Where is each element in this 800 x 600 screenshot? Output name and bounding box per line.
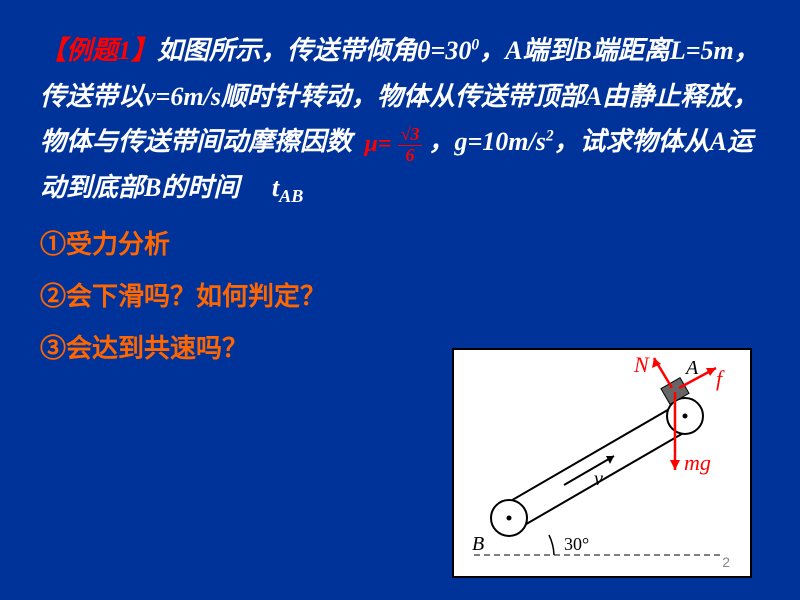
point-A: A bbox=[585, 82, 602, 111]
svg-text:N: N bbox=[633, 352, 650, 377]
question-2: ②会下滑吗？如何判定？ bbox=[40, 271, 760, 323]
text-9: 的时间 bbox=[161, 173, 239, 202]
velocity-v: v=6m/s bbox=[144, 82, 221, 111]
text-7: ，试求物体从 bbox=[554, 127, 710, 156]
svg-text:mg: mg bbox=[684, 450, 711, 475]
diagram-svg: 30° v N f mg A B bbox=[454, 350, 750, 576]
angle-arc bbox=[549, 535, 554, 555]
problem-text: 【例题1】如图所示，传送带倾角θ=300，A端到B端距离L=5m，传送带以v=6… bbox=[0, 0, 800, 213]
label-A: A bbox=[684, 357, 699, 379]
theta: θ=300 bbox=[417, 36, 479, 65]
v-arrow: v bbox=[564, 456, 614, 490]
point-A2: A bbox=[710, 127, 727, 156]
svg-text:v: v bbox=[594, 468, 603, 490]
text-6: ， bbox=[428, 127, 454, 156]
time-t: tAB bbox=[272, 173, 304, 202]
text-2: ，A端到B端距离 bbox=[479, 36, 670, 65]
angle-label: 30° bbox=[564, 534, 589, 554]
svg-text:f: f bbox=[716, 366, 725, 391]
label-B: B bbox=[472, 533, 484, 555]
gravity-g: g=10m/s2 bbox=[454, 127, 553, 156]
question-1: ①受力分析 bbox=[40, 219, 760, 271]
point-B: B bbox=[144, 173, 161, 202]
text-4: 顺时针转动，物体从传送带顶部 bbox=[221, 82, 585, 111]
mu-fraction: μ=√36 bbox=[365, 123, 423, 166]
conveyor-diagram: 30° v N f mg A B bbox=[452, 348, 752, 578]
page-number: 2 bbox=[722, 554, 730, 570]
problem-label: 【例题1】 bbox=[40, 36, 157, 65]
length-L: L=5m bbox=[670, 36, 734, 65]
text-1: 如图所示，传送带倾角 bbox=[157, 36, 417, 65]
